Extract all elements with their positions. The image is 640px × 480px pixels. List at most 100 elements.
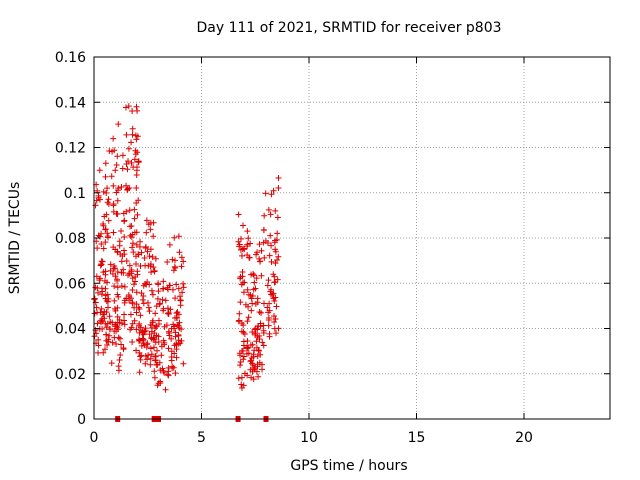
data-point <box>250 270 257 277</box>
data-point <box>121 321 128 328</box>
y-tick-label: 0.1 <box>64 186 86 202</box>
data-point <box>102 346 109 353</box>
data-point <box>248 357 255 364</box>
data-point <box>98 241 105 248</box>
data-point <box>115 121 122 128</box>
data-point <box>159 296 166 303</box>
data-point <box>109 270 116 277</box>
data-point <box>134 133 141 140</box>
data-point <box>270 187 277 194</box>
data-point <box>137 356 144 363</box>
data-point <box>173 354 180 361</box>
data-point <box>257 258 264 265</box>
data-point <box>98 291 105 298</box>
data-point <box>142 245 149 252</box>
data-point <box>265 277 272 284</box>
data-point <box>235 318 242 325</box>
data-point <box>110 208 117 215</box>
data-point <box>125 103 132 110</box>
y-tick-label: 0 <box>77 412 86 428</box>
data-point <box>106 332 113 339</box>
data-point <box>105 298 112 305</box>
data-point <box>173 340 180 347</box>
data-point <box>97 262 104 269</box>
data-point <box>133 326 140 333</box>
data-point <box>237 235 244 242</box>
data-point <box>92 202 99 209</box>
data-point <box>123 182 130 189</box>
data-point <box>275 253 282 260</box>
x-axis-label: GPS time / hours <box>290 458 407 474</box>
data-point <box>112 321 119 328</box>
data-point <box>268 258 275 265</box>
data-point <box>146 308 153 315</box>
data-point <box>248 307 255 314</box>
x-tick-label: 15 <box>408 430 426 446</box>
data-point <box>129 338 136 345</box>
data-point <box>111 265 118 272</box>
data-point <box>261 212 268 219</box>
y-tick-label: 0.02 <box>55 367 86 383</box>
data-point <box>151 374 158 381</box>
data-point <box>155 333 162 340</box>
data-point <box>256 309 263 316</box>
data-point <box>175 285 182 292</box>
data-point <box>129 320 136 327</box>
data-point <box>91 310 98 317</box>
data-point <box>239 273 246 280</box>
data-point <box>108 173 115 180</box>
data-point <box>164 286 171 293</box>
grid-lines <box>94 57 610 419</box>
data-point <box>131 156 138 163</box>
data-point <box>133 199 140 206</box>
data-point <box>110 202 117 209</box>
data-point <box>116 242 123 249</box>
data-point <box>117 351 124 358</box>
data-point <box>133 184 140 191</box>
data-point <box>136 306 143 312</box>
data-point <box>258 272 265 279</box>
data-point <box>237 362 244 369</box>
data-point <box>244 241 251 248</box>
data-point <box>104 304 111 311</box>
data-point <box>269 291 276 298</box>
x-tick-label: 10 <box>300 430 318 446</box>
data-point <box>126 207 133 214</box>
data-point <box>107 267 114 274</box>
data-point <box>102 239 109 246</box>
data-point <box>107 326 114 333</box>
data-point <box>136 349 143 356</box>
data-point <box>180 360 187 367</box>
data-point <box>105 217 112 224</box>
data-point <box>264 304 271 311</box>
data-point <box>97 309 104 316</box>
data-point <box>260 322 267 329</box>
data-point <box>271 325 278 332</box>
data-point <box>250 351 257 358</box>
data-point <box>177 296 184 303</box>
data-point <box>246 254 253 261</box>
data-point <box>132 253 139 260</box>
data-point <box>100 269 107 276</box>
data-point <box>264 282 271 289</box>
data-point <box>245 303 252 310</box>
data-point <box>149 322 156 329</box>
data-point <box>104 185 111 192</box>
x-tick-label: 5 <box>197 430 206 446</box>
data-point <box>139 328 146 335</box>
data-point <box>165 372 172 379</box>
data-point <box>180 258 187 265</box>
data-point <box>114 291 121 298</box>
data-point <box>95 194 102 201</box>
data-point <box>160 278 167 285</box>
data-point <box>110 265 117 272</box>
data-point <box>93 273 100 280</box>
data-point <box>107 261 114 268</box>
data-point <box>134 211 141 218</box>
data-point <box>161 369 168 376</box>
data-point <box>157 378 164 385</box>
data-point <box>272 315 279 322</box>
data-point <box>178 254 185 261</box>
data-point <box>114 153 121 160</box>
plot-frame <box>93 56 611 420</box>
